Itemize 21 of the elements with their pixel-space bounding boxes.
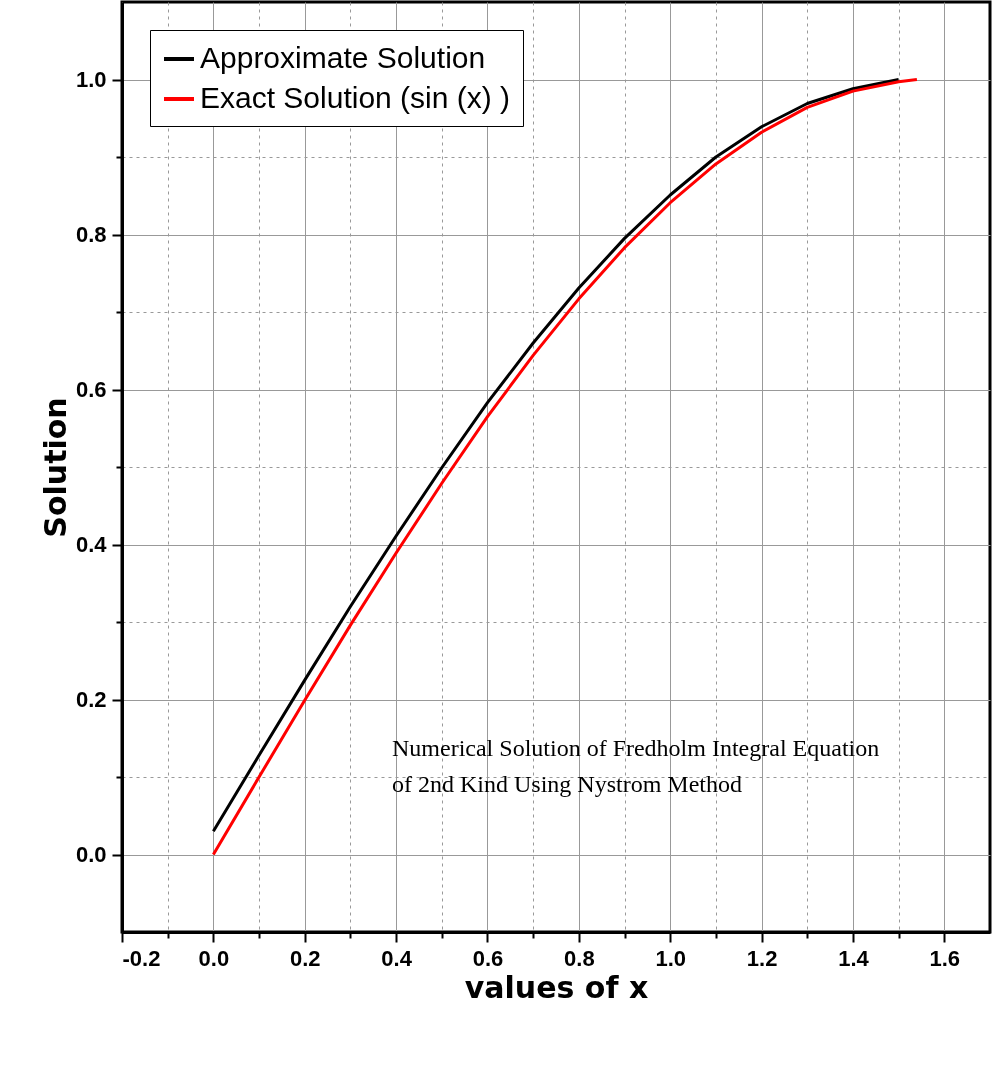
- x-tick-label: 0.2: [289, 945, 321, 971]
- x-tick-label: 1.0: [655, 945, 687, 971]
- y-tick-label: 0.2: [75, 687, 107, 712]
- y-axis-title: Solution: [37, 397, 73, 538]
- y-tick-label: 0.6: [75, 377, 107, 402]
- legend-label: Exact Solution (sin (x) ): [200, 81, 511, 114]
- x-tick-label: -0.2: [122, 945, 161, 971]
- y-tick-label: 0.4: [75, 532, 108, 557]
- x-tick-label: 1.2: [746, 945, 778, 971]
- x-axis-title: values of x: [464, 969, 649, 1005]
- y-tick-label: 0.8: [75, 222, 107, 247]
- x-tick-label: 0.6: [472, 945, 504, 971]
- annotation: Numerical Solution of Fredholm Integral Equation of 2nd Kind Using Nystrom Method: [392, 735, 880, 797]
- x-tick-label: 0.0: [198, 945, 230, 971]
- legend-label: Approximate Solution: [200, 41, 486, 74]
- x-tick-label: 0.4: [381, 945, 413, 971]
- y-tick-label: 1.0: [75, 67, 107, 92]
- x-tick-label: 1.6: [929, 945, 961, 971]
- x-tick-label: 1.4: [838, 945, 870, 971]
- x-tick-label: 0.8: [564, 945, 595, 971]
- y-tick-label: 0.0: [75, 842, 107, 867]
